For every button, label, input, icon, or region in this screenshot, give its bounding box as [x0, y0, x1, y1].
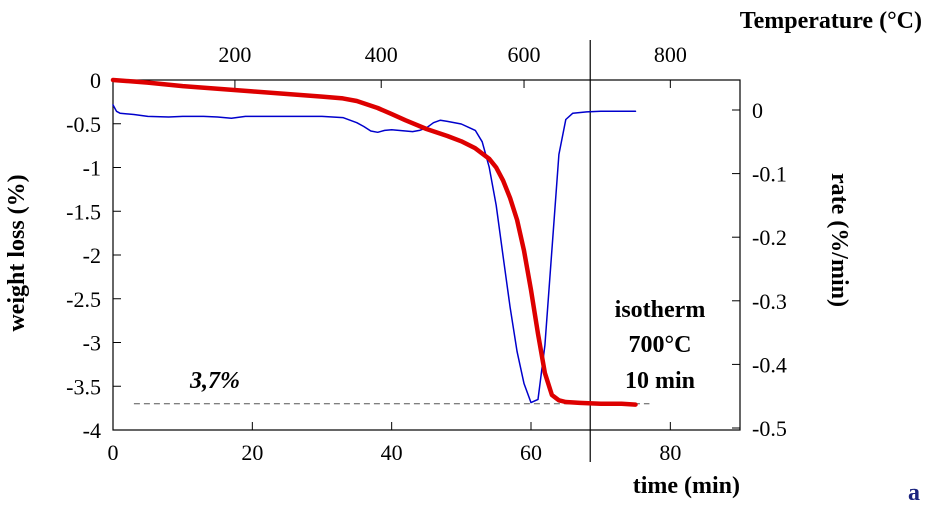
y-left-axis-title: weight loss (%)	[4, 174, 30, 331]
y-left-axis-ticks: 0 -0.5 -1 -1.5 -2 -2.5 -3 -3.5 -4	[66, 68, 121, 443]
y-left-tick-label: 0	[90, 68, 101, 93]
y-right-axis-ticks: 0 -0.1 -0.2 -0.3 -0.4 -0.5	[732, 98, 787, 441]
isotherm-duration-label: 10 min	[625, 368, 695, 394]
x-top-tick-label: 200	[218, 42, 251, 67]
y-right-tick-label: -0.5	[752, 416, 787, 441]
y-right-tick-label: -0.2	[752, 225, 787, 250]
x-top-axis-ticks: 200 400 600 800	[218, 42, 687, 88]
panel-label: a	[908, 480, 920, 506]
y-right-tick-label: -0.3	[752, 289, 787, 314]
y-left-tick-label: -1.5	[66, 199, 101, 224]
reference-value-label: 3,7%	[189, 368, 240, 394]
y-right-tick-label: -0.1	[752, 162, 787, 187]
y-left-tick-label: -2.5	[66, 287, 101, 312]
y-left-tick-label: -4	[83, 418, 101, 443]
x-top-tick-label: 600	[508, 42, 541, 67]
rate-curve	[112, 104, 637, 404]
y-left-tick-label: -2	[83, 243, 101, 268]
isotherm-label: isotherm	[615, 297, 706, 323]
y-right-tick-label: -0.4	[752, 352, 787, 377]
y-right-axis-title: rate (%/min)	[826, 173, 852, 307]
y-left-tick-label: -3	[83, 331, 101, 356]
y-left-tick-label: -0.5	[66, 112, 101, 137]
x-tick-label: 0	[108, 440, 119, 465]
x-tick-label: 60	[520, 440, 542, 465]
weight-loss-curve	[110, 77, 638, 407]
y-left-tick-label: -1	[83, 156, 101, 181]
x-top-tick-label: 400	[365, 42, 398, 67]
y-left-tick-label: -3.5	[66, 374, 101, 399]
x-tick-label: 40	[381, 440, 403, 465]
x-top-axis-title: Temperature (°C)	[740, 8, 922, 34]
isotherm-temperature-label: 700°C	[629, 332, 692, 358]
x-top-tick-label: 800	[654, 42, 687, 67]
y-right-tick-label: 0	[752, 98, 763, 123]
x-tick-label: 80	[659, 440, 681, 465]
x-axis-title: time (min)	[633, 473, 740, 499]
x-axis-ticks: 0 20 40 60 80	[108, 422, 681, 465]
x-tick-label: 20	[241, 440, 263, 465]
